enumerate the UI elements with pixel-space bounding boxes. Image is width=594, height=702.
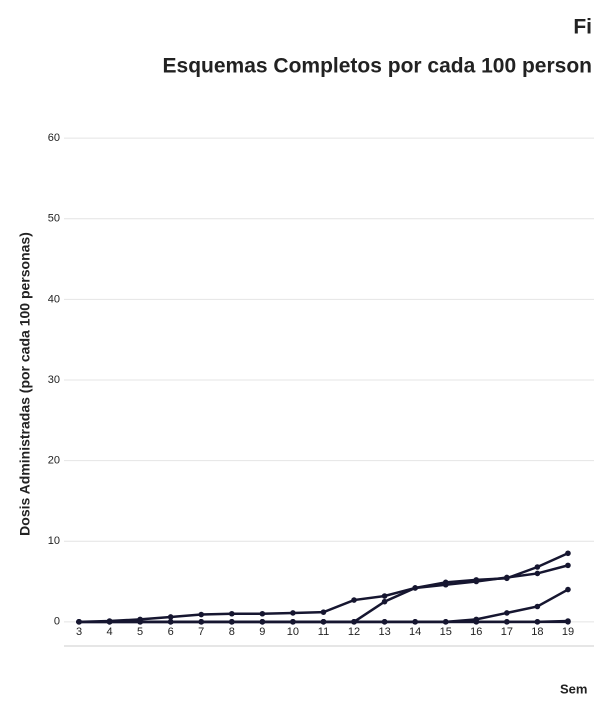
- point: [351, 619, 357, 625]
- chart-subtitle: Esquemas Completos por cada 100 person: [163, 55, 592, 78]
- point: [565, 562, 571, 569]
- point: [351, 597, 357, 603]
- point: [534, 619, 541, 625]
- x-tick-label: 14: [409, 626, 421, 638]
- x-tick-label: 4: [106, 626, 112, 638]
- point: [290, 610, 296, 616]
- y-tick-label: 0: [54, 616, 60, 628]
- x-tick-label: 3: [76, 626, 82, 638]
- y-tick-label: 10: [48, 535, 60, 547]
- x-tick-label: 6: [168, 626, 174, 638]
- point: [565, 550, 571, 557]
- x-tick-label: 11: [318, 626, 329, 638]
- x-axis-label: Sem: [560, 681, 587, 696]
- point: [565, 619, 571, 625]
- point: [381, 598, 388, 605]
- point: [259, 619, 266, 625]
- x-tick-label: 17: [501, 626, 513, 638]
- x-tick-label: 9: [259, 626, 265, 638]
- x-tick-label: 8: [229, 626, 235, 638]
- point: [381, 619, 388, 625]
- y-tick-label: 20: [48, 454, 60, 466]
- point: [473, 619, 480, 625]
- point: [76, 619, 82, 625]
- point: [565, 586, 571, 593]
- point: [198, 619, 205, 625]
- point: [137, 619, 143, 625]
- series-line: [79, 588, 569, 624]
- x-tick-label: 19: [562, 626, 574, 638]
- y-tick-label: 60: [48, 132, 60, 144]
- x-tick-label: 18: [531, 626, 543, 638]
- x-tick-label: 13: [378, 626, 390, 638]
- point: [381, 593, 388, 599]
- point: [229, 610, 235, 617]
- point: [320, 609, 327, 615]
- y-axis-label: Dosis Administradas (por cada 100 person…: [17, 232, 33, 536]
- point: [504, 610, 510, 616]
- x-tick-label: 7: [198, 626, 204, 638]
- point: [106, 619, 113, 625]
- point: [259, 610, 266, 617]
- point: [412, 619, 418, 625]
- point: [320, 619, 327, 625]
- point: [473, 577, 480, 583]
- point: [534, 603, 541, 610]
- x-tick-label: 15: [440, 626, 452, 638]
- point: [504, 619, 510, 625]
- x-tick-label: 16: [470, 626, 482, 638]
- point: [534, 564, 541, 570]
- point: [198, 611, 205, 618]
- point: [504, 575, 510, 582]
- x-tick-label: 12: [348, 626, 360, 638]
- point: [167, 614, 174, 620]
- y-tick-label: 30: [48, 374, 60, 386]
- y-tick-label: 50: [48, 213, 60, 225]
- point: [442, 579, 449, 586]
- point: [229, 619, 235, 625]
- point: [167, 619, 174, 625]
- chart-title: Fi: [573, 16, 592, 39]
- point: [534, 570, 541, 577]
- x-tick-label: 5: [137, 626, 143, 638]
- x-tick-label: 10: [287, 626, 299, 638]
- y-tick-label: 40: [48, 293, 60, 305]
- point: [412, 585, 418, 591]
- point: [442, 619, 449, 625]
- point: [290, 619, 296, 625]
